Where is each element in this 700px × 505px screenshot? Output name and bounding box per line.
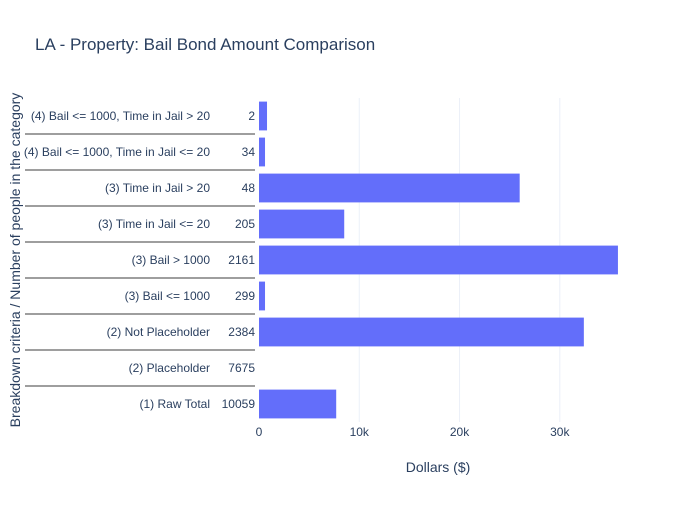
y-count-label-7: 7675 <box>228 361 255 375</box>
x-axis-title: Dollars ($) <box>406 459 471 475</box>
y-count-label-2: 48 <box>242 181 256 195</box>
y-tick-labels: (4) Bail <= 1000, Time in Jail > 20 2 (4) … <box>24 109 255 411</box>
x-tick-label-1: 10k <box>350 425 370 439</box>
y-count-label-8: 10059 <box>222 397 256 411</box>
y-count-label-5: 299 <box>235 289 255 303</box>
y-category-label-4: (3) Bail > 1000 <box>132 253 211 267</box>
y-count-label-6: 2384 <box>228 325 255 339</box>
y-count-label-4: 2161 <box>228 253 255 267</box>
bar-4 <box>259 245 618 275</box>
bar-6 <box>259 317 584 347</box>
y-category-label-5: (3) Bail <= 1000 <box>125 289 211 303</box>
y-axis-title: Breakdown criteria / Number of people in… <box>7 93 23 428</box>
bar-5 <box>259 281 266 311</box>
x-tick-label-2: 20k <box>450 425 470 439</box>
x-tick-labels: 0 10k 20k 30k <box>256 425 571 439</box>
x-tick-label-0: 0 <box>256 425 263 439</box>
y-category-label-7: (2) Placeholder <box>129 361 210 375</box>
x-tick-label-3: 30k <box>550 425 570 439</box>
category-separators <box>25 133 255 387</box>
y-category-label-8: (1) Raw Total <box>140 397 210 411</box>
y-category-label-3: (3) Time in Jail <= 20 <box>98 217 210 231</box>
bar-2 <box>259 173 520 203</box>
y-category-label-0: (4) Bail <= 1000, Time in Jail > 20 <box>31 109 210 123</box>
bar-3 <box>259 209 345 239</box>
bar-8 <box>259 389 337 419</box>
bar-0 <box>259 101 268 131</box>
y-category-label-6: (2) Not Placeholder <box>107 325 210 339</box>
bars <box>259 101 618 419</box>
y-count-label-3: 205 <box>235 217 255 231</box>
y-category-label-1: (4) Bail <= 1000, Time in Jail <= 20 <box>24 145 210 159</box>
y-category-label-2: (3) Time in Jail > 20 <box>105 181 210 195</box>
y-count-label-0: 2 <box>248 109 255 123</box>
chart-title: LA - Property: Bail Bond Amount Comparis… <box>35 35 375 54</box>
bar-1 <box>259 137 266 167</box>
y-count-label-1: 34 <box>242 145 256 159</box>
